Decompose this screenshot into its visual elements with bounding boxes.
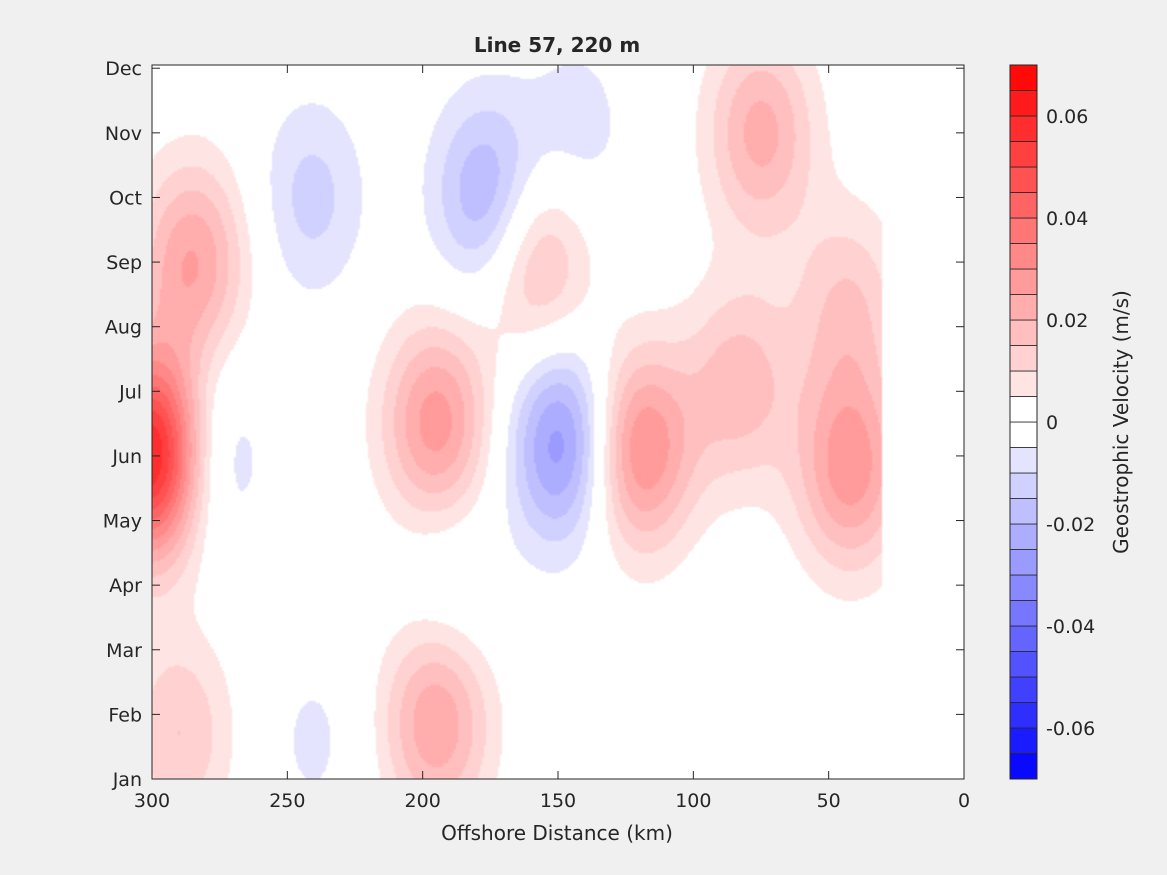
y-tick-label: Nov xyxy=(105,123,142,145)
colorbar-level xyxy=(1009,421,1038,448)
colorbar-level xyxy=(1009,447,1038,474)
colorbar-tick-label: 0.02 xyxy=(1046,310,1088,332)
colorbar-level xyxy=(1009,90,1038,117)
x-tick-label: 250 xyxy=(269,790,305,812)
colorbar-level xyxy=(1009,549,1038,576)
y-tick-label: Oct xyxy=(109,187,142,209)
colorbar-level xyxy=(1009,115,1038,142)
colorbar-tick-label: -0.06 xyxy=(1046,718,1095,740)
x-tick-label: 0 xyxy=(958,790,970,812)
colorbar-tick-label: 0.06 xyxy=(1046,106,1088,128)
colorbar-level xyxy=(1009,523,1038,550)
y-tick-labels: Jan Feb Mar Apr May Jun Jul Aug Sep Oct Nov Dec xyxy=(103,58,142,791)
y-tick-label: Jul xyxy=(118,381,142,403)
plot-area-frame xyxy=(151,64,965,780)
colorbar-level xyxy=(1009,676,1038,703)
colorbar-level xyxy=(1009,600,1038,627)
colorbar-frame xyxy=(1009,64,1038,780)
colorbar-level xyxy=(1009,370,1038,397)
colorbar-level xyxy=(1009,166,1038,193)
colorbar-level xyxy=(1009,294,1038,321)
y-tick-label: Mar xyxy=(106,640,142,662)
colorbar-tick-label: -0.02 xyxy=(1046,514,1095,536)
colorbar-level xyxy=(1009,574,1038,601)
x-tick-label: 150 xyxy=(540,790,576,812)
colorbar-level xyxy=(1009,268,1038,295)
colorbar-level xyxy=(1009,319,1038,346)
y-tick-label: May xyxy=(103,511,142,533)
colorbar-level xyxy=(1009,345,1038,372)
x-tick-label: 200 xyxy=(405,790,441,812)
axis-ticks xyxy=(151,65,965,780)
colorbar xyxy=(1009,64,1038,780)
y-tick-label: Jun xyxy=(111,446,142,468)
colorbar-level xyxy=(1009,651,1038,678)
y-tick-label: Sep xyxy=(106,252,142,274)
colorbar-tick-label: 0.04 xyxy=(1046,208,1088,230)
y-tick-label: Dec xyxy=(105,58,142,80)
colorbar-level xyxy=(1009,498,1038,525)
y-tick-label: Apr xyxy=(109,575,142,597)
colorbar-label: Geostrophic Velocity (m/s) xyxy=(1109,290,1133,554)
colorbar-level xyxy=(1009,727,1038,754)
x-tick-label: 100 xyxy=(675,790,711,812)
x-axis-label: Offshore Distance (km) xyxy=(441,821,673,845)
colorbar-level xyxy=(1009,64,1038,91)
colorbar-tick-label: -0.04 xyxy=(1046,616,1095,638)
x-tick-label: 300 xyxy=(134,790,170,812)
y-tick-label: Feb xyxy=(108,704,142,726)
colorbar-level xyxy=(1009,141,1038,168)
colorbar-level xyxy=(1009,192,1038,219)
y-tick-label: Aug xyxy=(105,317,142,339)
colorbar-tick-label: 0 xyxy=(1046,412,1058,434)
colorbar-level xyxy=(1009,625,1038,652)
colorbar-level xyxy=(1009,396,1038,423)
colorbar-level xyxy=(1009,217,1038,244)
y-tick-label: Jan xyxy=(112,769,142,791)
x-tick-label: 50 xyxy=(817,790,841,812)
x-tick-labels: 300 250 200 150 100 50 0 xyxy=(134,790,970,812)
chart-title: Line 57, 220 m xyxy=(474,33,640,57)
colorbar-level xyxy=(1009,702,1038,729)
colorbar-tick-labels: -0.06 -0.04 -0.02 0 0.02 0.04 0.06 xyxy=(1046,106,1095,740)
contour-field xyxy=(152,65,964,779)
colorbar-level xyxy=(1009,753,1038,780)
colorbar-level xyxy=(1009,243,1038,270)
colorbar-level xyxy=(1009,472,1038,499)
